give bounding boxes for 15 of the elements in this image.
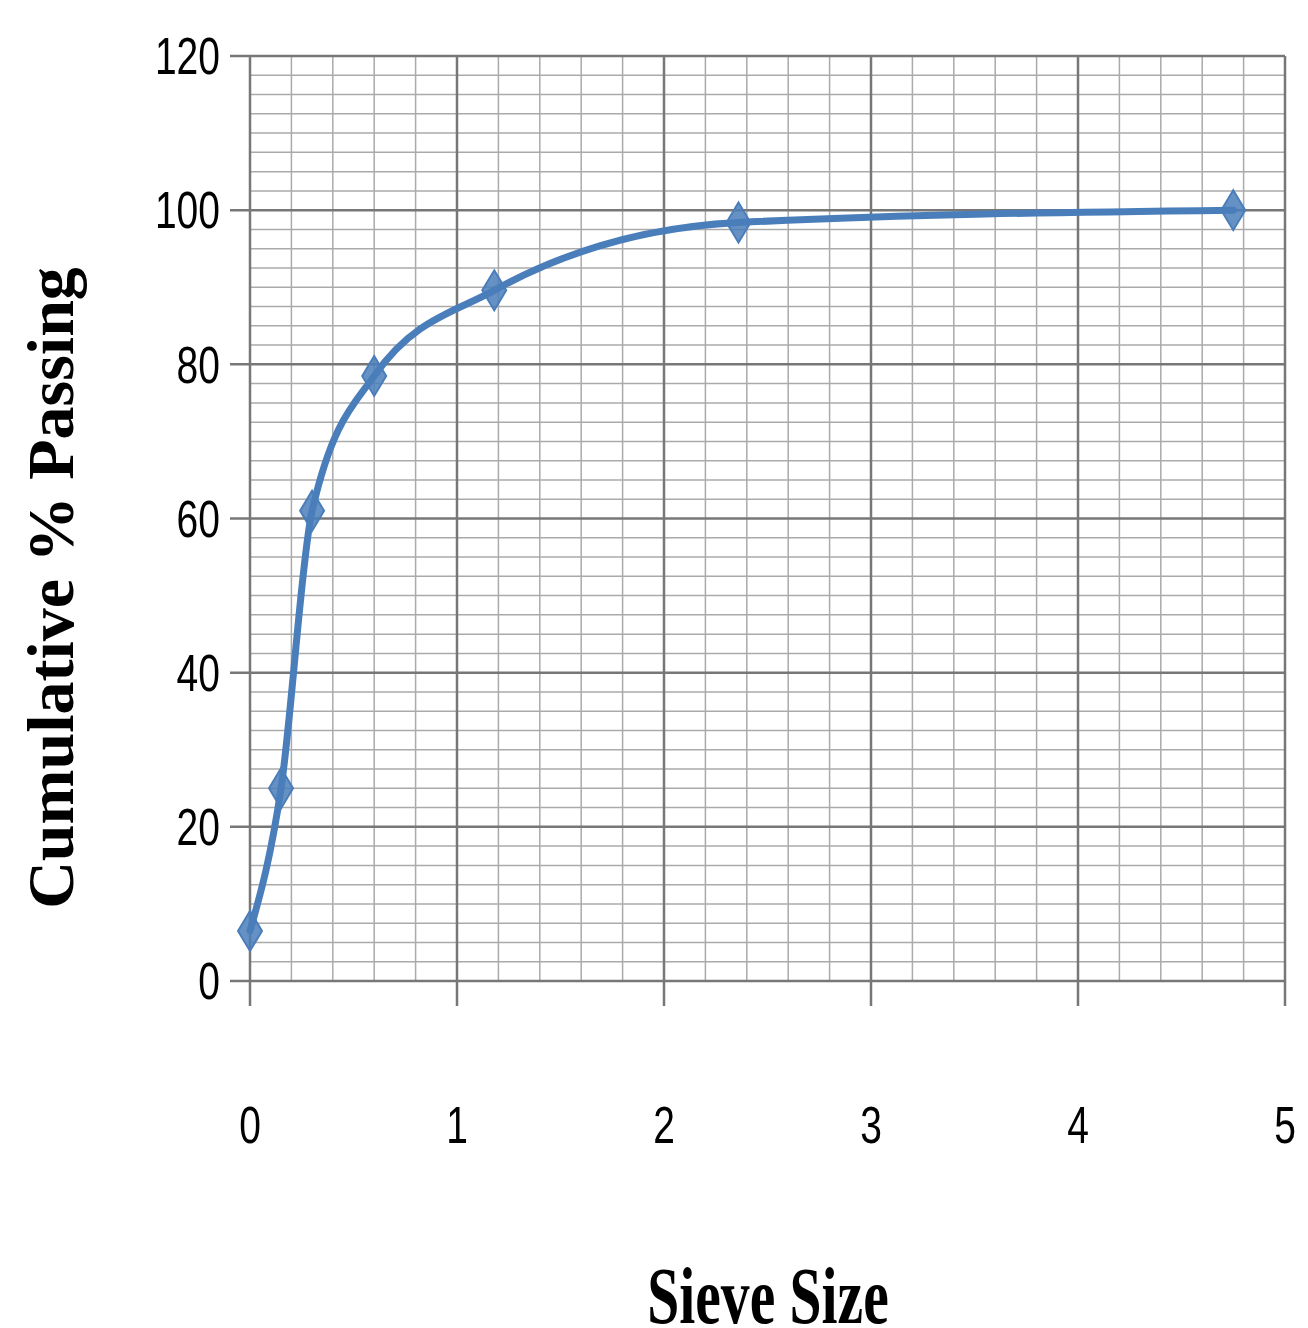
x-axis-title: Sieve Size [647,1251,889,1328]
y-tick-label: 0 [198,951,220,1011]
y-tick-label: 40 [176,643,220,703]
y-tick-label: 100 [154,180,220,240]
y-tick-label: 80 [176,335,220,394]
x-tick-label: 4 [1067,1095,1089,1155]
x-tick-label: 1 [446,1095,468,1155]
x-tick-label: 0 [239,1095,261,1155]
x-tick-label: 3 [860,1095,882,1155]
y-tick-label: 20 [176,797,220,857]
x-tick-label: 2 [653,1095,675,1155]
y-axis-title: Cumulative % Passing [14,267,87,909]
y-tick-label: 120 [154,26,220,86]
y-tick-label: 60 [176,489,220,549]
x-tick-label: 5 [1274,1095,1296,1155]
